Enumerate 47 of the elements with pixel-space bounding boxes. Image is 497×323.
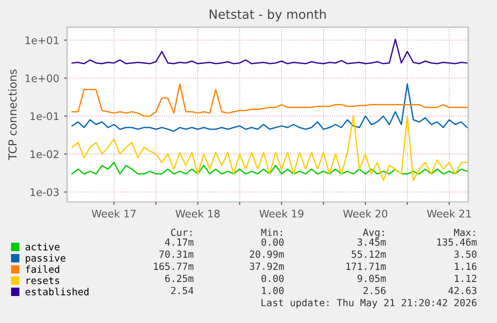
- text: 2.56: [363, 286, 386, 294]
- text: 3.45m: [358, 238, 386, 246]
- text: 1.16: [454, 262, 476, 270]
- text: 9.05m: [358, 274, 386, 282]
- line-series: [71, 115, 468, 182]
- text: 135.46m: [437, 238, 477, 246]
- legend-label: resets: [26, 277, 60, 284]
- text: 2.54: [171, 286, 194, 294]
- text: Max:: [454, 228, 475, 236]
- x-tick-label: Week 19: [259, 210, 304, 218]
- legend-label: failed: [26, 265, 60, 273]
- legend-label: established: [26, 288, 88, 296]
- text: 37.92m: [250, 262, 284, 270]
- y-tick-label: 1e-01: [30, 112, 58, 120]
- x-tick-label: Week 20: [343, 210, 388, 218]
- legend-label: passive: [26, 254, 66, 264]
- text: 1.00: [262, 286, 284, 294]
- y-axis-title: TCP connections: [8, 69, 17, 160]
- text: 6.25m: [165, 274, 194, 282]
- line-series: [71, 83, 468, 132]
- line-series: [71, 38, 468, 64]
- text: 20.99m: [250, 250, 284, 258]
- text: 42.63: [448, 286, 476, 294]
- text: Avg:: [362, 228, 384, 238]
- line-series: [71, 83, 468, 117]
- text: Cur:: [171, 228, 192, 236]
- legend-label: active: [26, 242, 60, 250]
- text: 0.00: [262, 238, 284, 246]
- x-tick-label: Week 18: [176, 210, 220, 218]
- x-tick-label: Week 21: [427, 210, 471, 218]
- text: Last update: Thu May 21 21:20:42 2026: [262, 298, 476, 308]
- text: 1.12: [454, 274, 476, 282]
- text: 4.17m: [165, 238, 194, 246]
- text: 0.00: [262, 274, 284, 282]
- text: 171.71m: [346, 262, 386, 270]
- line-series: [71, 162, 468, 175]
- y-tick-label: 1e-03: [30, 188, 59, 196]
- text: 165.77m: [154, 262, 194, 270]
- text: 70.31m: [159, 250, 194, 258]
- x-tick-label: Week 17: [92, 210, 136, 218]
- y-tick-label: 1e-02: [30, 150, 58, 158]
- y-tick-label: 1e+01: [26, 36, 58, 44]
- text: 3.50: [454, 250, 476, 258]
- chart-title: Netstat - by month: [210, 9, 326, 22]
- text: Min:: [261, 228, 282, 236]
- y-tick-label: 1e+00: [26, 74, 59, 82]
- text: 55.12m: [352, 250, 386, 258]
